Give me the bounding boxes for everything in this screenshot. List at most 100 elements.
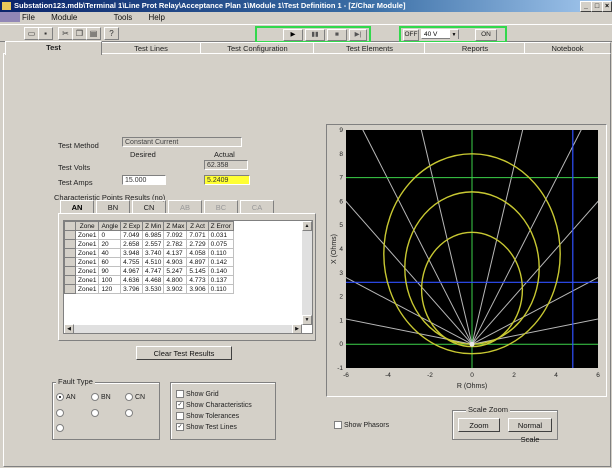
fault-option-an[interactable]: AN [56,393,76,401]
voltage-on-button[interactable]: ON [475,29,497,41]
table-row[interactable]: Zone1 20 2.658 2.557 2.782 2.729 0.075 [64,239,234,249]
table-header-cell: Z Exp [120,221,144,231]
subtab-ca[interactable]: CA [240,200,274,213]
radio-bn[interactable] [91,393,99,401]
scroll-left-icon[interactable]: ◀ [64,324,74,333]
fault-type-title: Fault Type [56,377,95,386]
subtab-ab[interactable]: AB [168,200,202,213]
subtab-bc[interactable]: BC [204,200,238,213]
radio-extra-1[interactable] [56,409,64,417]
checkbox-test-lines[interactable]: ✓ [176,423,184,431]
cell-zexp: 3.796 [120,284,144,294]
toolbar: ▭ ▪ ✂ ❐ ▤ ? ▶ ▮▮ ■ ▶| OFF 40 V ▼ ON [0,24,612,43]
play-button[interactable]: ▶ [283,29,303,41]
save-icon[interactable]: ▪ [38,27,53,40]
x-tick-label: 6 [596,372,600,379]
paste-icon[interactable]: ▤ [86,27,101,40]
results-table-container[interactable]: Zone Angle Z Exp Z Min Z Max Z Act Z Err… [63,220,313,334]
subtab-an[interactable]: AN [60,200,94,213]
menu-tools[interactable]: Tools [113,13,133,22]
cell-zerror: 0.110 [207,248,234,258]
test-volts-label: Test Volts [58,163,91,172]
chart-frame [326,124,607,397]
table-row[interactable]: Zone1 60 4.755 4.510 4.903 4.897 0.142 [64,257,234,267]
voltage-off-button[interactable]: OFF [403,29,419,41]
new-file-icon[interactable]: ▭ [24,27,39,40]
test-line [346,277,473,345]
show-characteristics-label: Show Characteristics [186,401,252,409]
fault-extra-1[interactable] [56,409,66,417]
cell-zact: 4.897 [186,257,209,267]
normal-scale-button[interactable]: Normal Scale [508,418,552,444]
fault-extra-4[interactable] [56,424,66,432]
help-icon[interactable]: ? [104,27,119,40]
scroll-right-icon[interactable]: ▶ [292,324,302,333]
menu-module[interactable]: Module [51,13,78,22]
table-row[interactable]: Zone1 100 4.636 4.468 4.800 4.773 0.137 [64,275,234,285]
test-amps-desired-field[interactable]: 15.000 [122,175,166,185]
scroll-down-icon[interactable]: ▼ [302,315,312,325]
stop-button[interactable]: ■ [327,29,347,41]
test-method-field[interactable]: Constant Current [122,137,242,147]
pause-button[interactable]: ▮▮ [305,29,325,41]
table-row[interactable]: Zone1 0 7.049 6.985 7.092 7.071 0.031 [64,230,234,240]
table-horizontal-scrollbar[interactable]: ◀ ▶ [64,324,302,333]
checkbox-tolerances[interactable] [176,412,184,420]
cell-zact: 4.773 [186,275,209,285]
fault-extra-3[interactable] [125,409,135,417]
fault-option-an-label: AN [66,393,76,401]
voltage-select[interactable]: 40 V ▼ [421,29,459,40]
fault-option-bn[interactable]: BN [91,393,111,401]
zoom-button[interactable]: Zoom [458,418,500,432]
close-button[interactable]: × [602,1,612,12]
table-row[interactable]: Zone1 120 3.796 3.530 3.902 3.906 0.110 [64,284,234,294]
cell-zmin: 2.557 [142,239,165,249]
table-row[interactable]: Zone1 40 3.948 3.740 4.137 4.058 0.110 [64,248,234,258]
clear-test-results-button[interactable]: Clear Test Results [136,346,232,360]
radio-extra-3[interactable] [125,409,133,417]
characteristic-circle-zone3 [383,153,561,355]
table-header-cell: Angle [98,221,122,231]
cell-zmin: 3.530 [142,284,165,294]
tab-test[interactable]: Test [5,41,102,55]
fault-option-cn-label: CN [135,393,146,401]
results-table: Zone Angle Z Exp Z Min Z Max Z Act Z Err… [64,221,234,294]
subtab-bn[interactable]: BN [96,200,130,213]
step-button[interactable]: ▶| [349,29,367,41]
checkbox-grid[interactable] [176,390,184,398]
menu-help[interactable]: Help [148,13,165,22]
fault-extra-2[interactable] [91,409,101,417]
scroll-up-icon[interactable]: ▲ [302,221,312,231]
show-test-lines-checkbox[interactable]: ✓ Show Test Lines [176,423,237,431]
tick-labels: -6 -4 -2 0 2 4 6 -1 0 1 2 3 4 5 6 7 8 9 [337,127,600,379]
radio-extra-2[interactable] [91,409,99,417]
tab-notebook[interactable]: Notebook [524,42,611,54]
checkbox-characteristics[interactable]: ✓ [176,401,184,409]
cut-icon[interactable]: ✂ [58,27,73,40]
fault-option-cn[interactable]: CN [125,393,145,401]
show-grid-checkbox[interactable]: Show Grid [176,390,219,398]
show-phasors-checkbox[interactable]: Show Phasors [334,421,389,429]
table-row[interactable]: Zone1 90 4.967 4.747 5.247 5.145 0.140 [64,266,234,276]
copy-icon[interactable]: ❐ [72,27,87,40]
checkbox-phasors[interactable] [334,421,342,429]
show-characteristics-checkbox[interactable]: ✓ Show Characteristics [176,401,252,409]
app-icon [2,2,11,10]
y-tick-label: -1 [337,365,343,372]
table-vertical-scrollbar[interactable]: ▲ ▼ [302,221,312,325]
menu-bar: File Module Tools Help [0,12,612,23]
cell-zexp: 2.658 [120,239,144,249]
cell-zmin: 6.985 [142,230,165,240]
cell-zmax: 7.092 [163,230,188,240]
menu-file[interactable]: File [22,13,35,22]
plot-content [346,130,598,368]
show-tolerances-checkbox[interactable]: Show Tolerances [176,412,239,420]
subtab-cn[interactable]: CN [132,200,166,213]
radio-extra-4[interactable] [56,424,64,432]
test-line [471,318,598,345]
impedance-chart[interactable]: -6 -4 -2 0 2 4 6 -1 0 1 2 3 4 5 6 7 8 9 R (Ohms) X (Ohms) [328,126,604,394]
radio-cn[interactable] [125,393,133,401]
cell-zone: Zone1 [74,248,100,258]
radio-an[interactable] [56,393,64,401]
cell-angle: 60 [98,257,122,267]
